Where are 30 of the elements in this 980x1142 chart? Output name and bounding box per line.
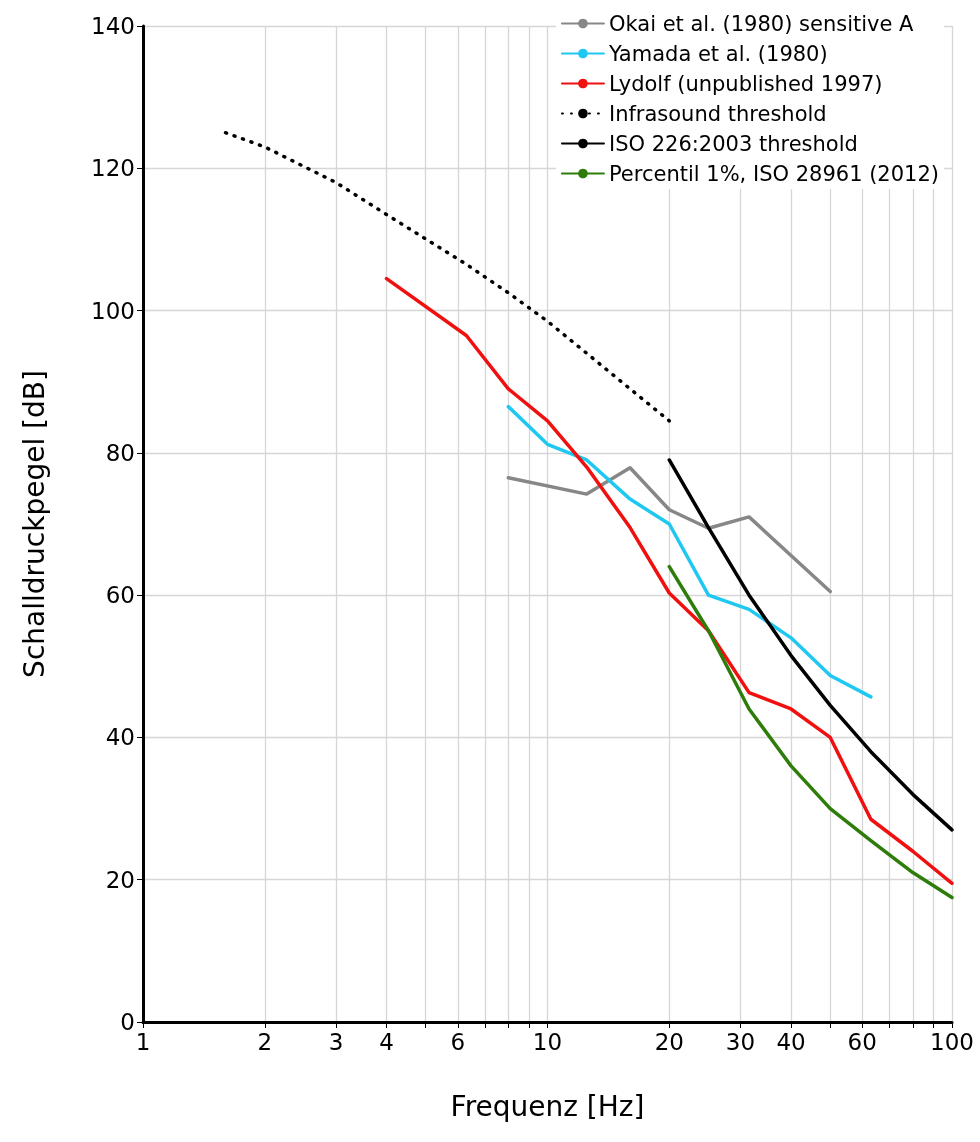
y-tick-label: 80 (105, 439, 135, 466)
y-tick-label: 60 (105, 582, 135, 609)
x-tick-label: 10 (532, 1028, 563, 1055)
x-tick-label: 2 (257, 1028, 273, 1055)
x-tick-label: 1 (135, 1028, 151, 1055)
y-tick-label: 100 (91, 297, 135, 324)
line-series (506, 404, 873, 699)
line-series (667, 458, 954, 832)
y-tick-label: 0 (120, 1009, 135, 1035)
legend-label: Percentil 1%, ISO 28961 (2012) (608, 161, 940, 186)
x-axis-title: Frequenz [Hz] (450, 1089, 645, 1123)
y-tick-label: 120 (91, 155, 135, 182)
x-tick-label: 20 (654, 1028, 684, 1055)
legend-label: Lydolf (unpublished 1997) (608, 71, 883, 96)
legend-label: ISO 226:2003 threshold (608, 131, 858, 156)
x-tick-label: 6 (450, 1028, 466, 1055)
x-tick-label: 60 (847, 1028, 877, 1055)
legend-label: Okai et al. (1980) sensitive A (608, 11, 915, 36)
x-tick-label: 100 (930, 1028, 974, 1055)
y-axis-title: Schalldruckpegel [dB] (17, 370, 51, 678)
line-series (667, 564, 954, 900)
x-tick-label: 4 (379, 1028, 394, 1055)
x-tick-label: 40 (776, 1028, 806, 1055)
legend-label: Infrasound threshold (608, 101, 827, 126)
x-tick-label: 3 (328, 1028, 344, 1055)
legend-label: Yamada et al. (1980) (607, 41, 828, 66)
y-tick-label: 40 (105, 724, 135, 751)
y-tick-label: 140 (91, 13, 135, 39)
y-tick-label: 20 (105, 866, 135, 893)
x-tick-label: 30 (725, 1028, 756, 1055)
